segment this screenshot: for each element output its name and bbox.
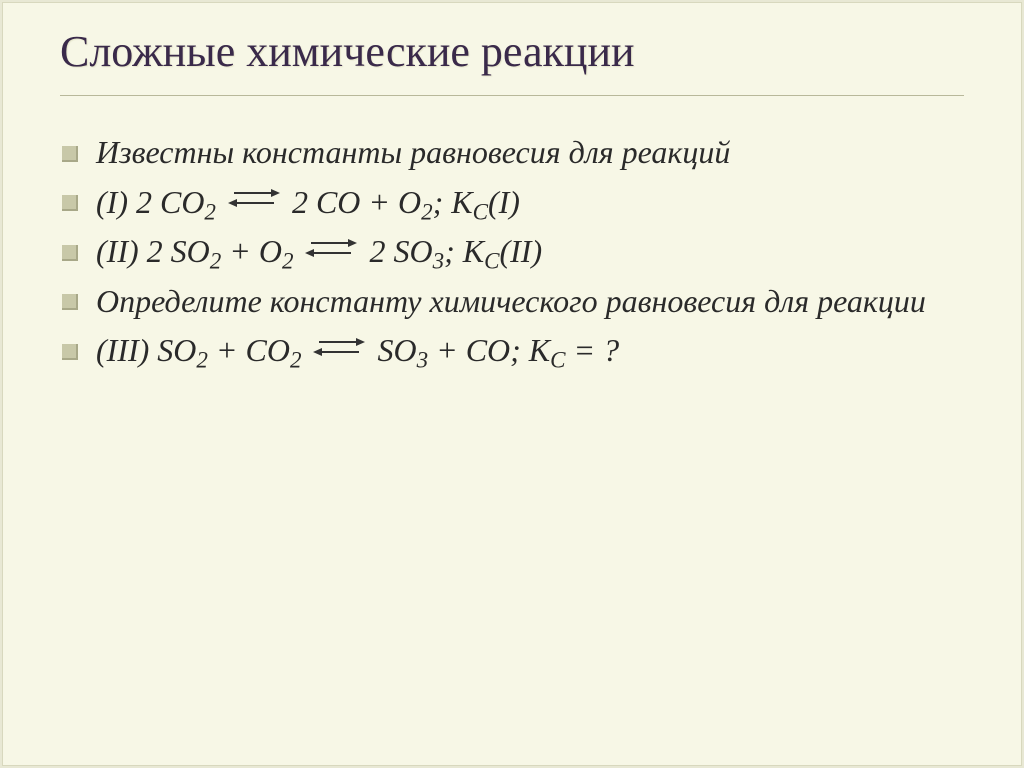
rhs: SO3 + CO: [369, 332, 510, 368]
equilibrium-arrow-icon: [228, 185, 280, 214]
list-item: (I) 2 CO2 2 CO + O2; KC(I): [60, 178, 964, 228]
list-item: (III) SO2 + CO2 SO3 + CO; KC = ?: [60, 326, 964, 376]
reaction-label: (II): [96, 233, 147, 269]
slide-title: Сложные химические реакции: [60, 26, 964, 77]
list-item: Определите константу химического равнове…: [60, 277, 964, 327]
constant: ; KC = ?: [510, 332, 619, 368]
item-text: Определите константу химического равнове…: [96, 283, 926, 319]
rhs: 2 CO + O2: [284, 184, 433, 220]
list-item: Известны константы равновесия для реакци…: [60, 128, 964, 178]
item-text: Известны константы равновесия для реакци…: [96, 134, 730, 170]
reaction-label: (III): [96, 332, 157, 368]
constant: ; KC(I): [433, 184, 520, 220]
equilibrium-arrow-icon: [313, 334, 365, 363]
reaction-label: (I): [96, 184, 136, 220]
constant: ; KC(II): [444, 233, 542, 269]
lhs: 2 CO2: [136, 184, 224, 220]
list-item: (II) 2 SO2 + O2 2 SO3; KC(II): [60, 227, 964, 277]
lhs: SO2 + CO2: [157, 332, 309, 368]
content-region: Известны константы равновесия для реакци…: [0, 96, 1024, 376]
title-region: Сложные химические реакции: [0, 0, 1024, 87]
slide: Сложные химические реакции Известны конс…: [0, 0, 1024, 768]
bullet-list: Известны константы равновесия для реакци…: [60, 128, 964, 376]
equilibrium-arrow-icon: [305, 235, 357, 264]
lhs: 2 SO2 + O2: [147, 233, 302, 269]
rhs: 2 SO3: [361, 233, 444, 269]
